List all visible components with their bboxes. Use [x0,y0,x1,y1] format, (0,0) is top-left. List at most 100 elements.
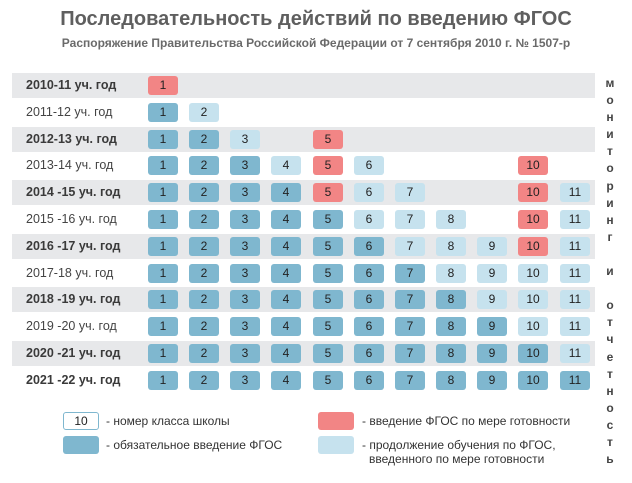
legend-number-swatch: 10 [63,412,99,430]
year-label: 2017-18 уч. год [26,265,114,280]
grade-cell: 10 [518,290,548,310]
side-letter: с [606,417,614,432]
grade-cell: 11 [560,236,590,256]
grade-cell: 3 [230,210,260,229]
grade-cell: 8 [436,317,466,337]
legend-mandatory-text: - обязательное введение ФГОС [106,438,283,452]
grade-cell: 6 [354,183,384,203]
side-letter: и [606,195,614,210]
side-letter: р [606,178,614,193]
grade-cell: 6 [354,317,384,337]
grade-cell: 1 [148,317,178,337]
grade-cell: 4 [271,370,301,390]
grade-cell: 11 [560,183,590,203]
grade-cell: 8 [436,290,466,310]
year-label: 2015 -16 уч. год [26,212,117,226]
legend-continuation-swatch [318,436,354,454]
grade-cell: 7 [395,290,425,310]
grade-cell: 2 [189,183,219,203]
year-label: 2016 -17 уч. год [26,238,121,253]
grade-cell: 4 [271,344,301,363]
grade-cell: 9 [477,344,507,363]
year-label: 2011-12 уч. год [26,104,113,119]
grade-cell: 11 [560,210,590,229]
grade-cell: 11 [560,344,590,363]
side-letter: о [606,161,614,176]
year-label: 2019 -20 уч. год [26,319,117,334]
grade-cell: 11 [560,317,590,337]
grade-cell: 5 [313,317,343,337]
side-letter: т [607,434,613,449]
grade-cell: 2 [189,370,219,390]
grade-cell: 3 [230,370,260,390]
grade-cell: 10 [518,370,548,390]
legend-introduction-text: - введение ФГОС по мере готовности [362,414,571,428]
side-letter: н [606,110,614,125]
grade-cell: 7 [395,263,425,283]
year-label: 2012-13 уч. год [26,131,117,146]
grade-cell: 6 [354,290,384,310]
grade-cell: 8 [436,210,466,229]
grade-cell: 7 [395,344,425,363]
grade-cell: 6 [354,263,384,283]
page-title: Последовательность действий по введению … [60,8,572,30]
year-row: 2016 -17 уч. год 1 2 3 4 5 6 7 8 9 10 11 [12,233,595,259]
grade-cell: 3 [230,236,260,256]
grade-cell: 2 [189,290,219,310]
grade-cell: 6 [354,370,384,390]
year-row: 2015 -16 уч. год 1 2 3 4 5 6 7 8 10 11 [12,207,595,232]
legend-introduction-swatch [318,412,354,430]
grade-cell: 1 [148,129,178,149]
grade-cell: 4 [271,210,301,229]
grade-cell: 10 [518,183,548,203]
side-letter: г [607,229,613,244]
grade-cell: 10 [518,156,548,176]
side-letter: т [607,144,613,159]
grade-cell: 2 [189,102,219,122]
side-letter: н [606,212,614,227]
grade-cell: 1 [148,102,178,122]
grade-cell: 3 [230,183,260,203]
grade-cell: 10 [518,210,548,229]
grade-cell: 2 [189,317,219,337]
grade-cell: 8 [436,344,466,363]
year-row: 2021 -22 уч. год 1 2 3 4 5 6 7 8 9 10 11 [12,368,595,393]
year-row: 2013-14 уч. год 1 2 3 4 5 6 10 [12,153,595,178]
grade-cell: 1 [148,183,178,203]
grade-cell: 1 [148,290,178,310]
grade-cell: 10 [518,236,548,256]
grade-cell: 6 [354,344,384,363]
grade-cell: 5 [313,210,343,229]
grade-cell: 11 [560,290,590,310]
grade-cell: 7 [395,370,425,390]
side-letter: т [607,315,613,330]
grade-cell: 10 [518,263,548,283]
grade-cell: 10 [518,344,548,363]
grade-cell: 6 [354,156,384,176]
grade-cell: 1 [148,344,178,363]
grade-cell: 4 [271,183,301,203]
grade-cell: 1 [148,236,178,256]
grade-cell: 3 [230,344,260,363]
grade-cell: 5 [313,263,343,283]
grade-cell: 2 [189,236,219,256]
year-label: 2021 -22 уч. год [26,372,121,387]
grade-cell: 5 [313,370,343,390]
grade-cell: 3 [230,263,260,283]
grade-cell: 6 [354,210,384,229]
page-subtitle: Распоряжение Правительства Российской Фе… [61,36,571,50]
side-letter: т [607,366,613,381]
year-label: 2018 -19 уч. год [26,292,121,307]
grade-cell: 11 [560,263,590,283]
grade-cell: 9 [477,317,507,337]
grade-cell: 8 [436,263,466,283]
grade-cell: 5 [313,156,343,176]
year-label: 2013-14 уч. год [26,158,114,173]
grade-cell: 3 [230,317,260,337]
grade-cell: 7 [395,210,425,229]
legend-continuation-text-1: - продолжение обучения по ФГОС, [362,438,556,452]
grade-cell: 3 [230,290,260,310]
grade-cell: 1 [148,156,178,176]
year-row: 2011-12 уч. год 1 2 [12,100,595,125]
